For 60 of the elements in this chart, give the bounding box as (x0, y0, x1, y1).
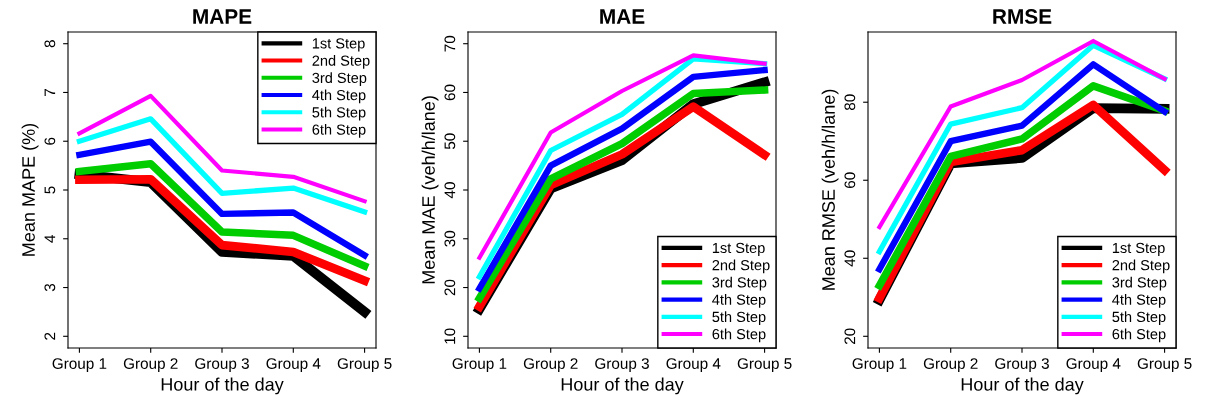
x-tick-label: Group 2 (923, 358, 978, 372)
legend-label: 6th Step (712, 328, 766, 343)
y-tick-label: 60 (444, 84, 456, 101)
legend-label: 3rd Step (712, 276, 767, 291)
y-axis-title: Mean MAE (veh/h/lane) (421, 96, 439, 284)
legend-label: 3rd Step (312, 72, 367, 86)
x-tick-label: Group 1 (452, 358, 507, 372)
legend-label: 1st Step (712, 242, 765, 256)
legend-label: 4th Step (1112, 294, 1166, 308)
legend-label: 6th Step (1112, 328, 1166, 343)
y-tick-label: 50 (444, 133, 456, 150)
y-tick-label: 4 (44, 234, 56, 243)
x-tick-label: Group 4 (1066, 358, 1121, 372)
legend-label: 4th Step (712, 294, 766, 308)
y-tick-label: 8 (44, 40, 56, 48)
x-tick-label: Group 2 (523, 358, 578, 372)
y-tick-label: 2 (44, 332, 56, 340)
chart-title: MAE (600, 9, 645, 24)
legend-label: 1st Step (1112, 242, 1165, 256)
y-tick-label: 5 (44, 186, 56, 194)
legend-label: 6th Step (312, 124, 366, 138)
x-axis-title: Hour of the day (161, 377, 284, 395)
chart-title: RMSE (993, 9, 1052, 24)
x-tick-label: Group 3 (195, 358, 249, 372)
y-tick-label: 40 (444, 182, 456, 199)
y-tick-label: 40 (844, 250, 856, 267)
legend-label: 1st Step (312, 38, 365, 52)
x-tick-label: Group 4 (666, 358, 721, 372)
legend-label: 3rd Step (1112, 276, 1167, 291)
legend-label: 5th Step (1112, 311, 1166, 325)
y-tick-label: 60 (844, 172, 856, 188)
x-axis-title: Hour of the day (961, 377, 1084, 395)
legend-label: 2nd Step (312, 55, 370, 69)
x-tick-label: Group 4 (266, 358, 321, 372)
x-tick-label: Group 3 (995, 358, 1049, 372)
y-axis-title: Mean MAPE (%) (21, 123, 39, 256)
y-tick-label: 20 (844, 328, 856, 345)
legend-label: 4th Step (312, 89, 366, 104)
legend-label: 2nd Step (1112, 259, 1170, 274)
legend-label: 5th Step (312, 106, 366, 121)
legend-label: 2nd Step (712, 259, 770, 274)
x-tick-label: Group 1 (852, 358, 907, 372)
y-tick-label: 7 (44, 88, 56, 96)
x-tick-label: Group 5 (737, 358, 792, 372)
y-tick-label: 10 (444, 328, 456, 344)
x-tick-label: Group 2 (123, 358, 178, 372)
chart-title: MAPE (193, 9, 252, 24)
x-tick-label: Group 1 (52, 358, 107, 372)
y-tick-label: 70 (444, 35, 456, 52)
y-tick-label: 30 (444, 230, 456, 247)
y-tick-label: 3 (44, 283, 56, 292)
legend-label: 5th Step (712, 311, 766, 325)
x-tick-label: Group 3 (595, 358, 649, 372)
x-tick-label: Group 5 (1137, 358, 1192, 372)
y-tick-label: 6 (44, 137, 56, 145)
x-axis-title: Hour of the day (561, 377, 684, 395)
x-tick-label: Group 5 (337, 358, 392, 372)
y-tick-label: 20 (444, 279, 456, 296)
y-tick-label: 80 (844, 94, 856, 111)
y-axis-title: Mean RMSE (veh/h/lane) (821, 89, 839, 290)
